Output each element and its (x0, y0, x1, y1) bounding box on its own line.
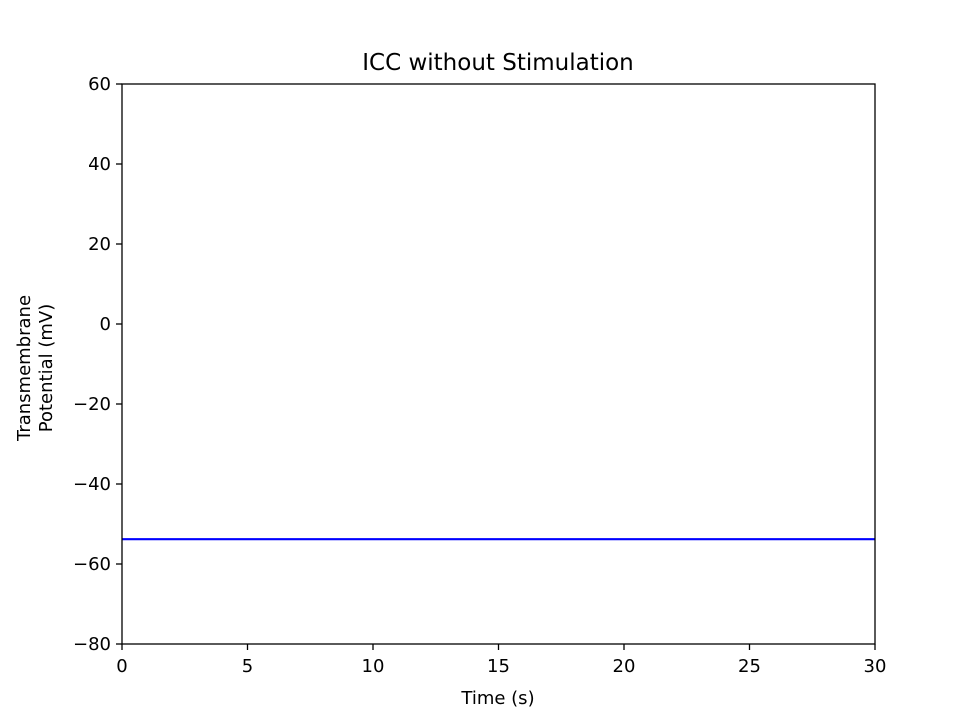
plot-background (122, 84, 875, 644)
y-tick-label: 0 (100, 314, 111, 335)
y-tick-label: −80 (73, 634, 111, 655)
y-tick-label: 60 (88, 74, 111, 95)
x-axis-label: Time (s) (460, 688, 534, 709)
x-tick-label: 25 (738, 656, 761, 677)
plot-area (121, 83, 876, 645)
x-axis: 0 5 10 15 20 25 30 (116, 644, 886, 677)
y-tick-label: −60 (73, 554, 111, 575)
y-tick-label: −20 (73, 394, 111, 415)
y-tick-label: 40 (88, 154, 111, 175)
x-tick-label: 15 (487, 656, 510, 677)
y-tick-label: −40 (73, 474, 111, 495)
y-axis-label-line-2: Potential (mV) (36, 304, 57, 432)
x-tick-label: 10 (362, 656, 385, 677)
y-axis: −80 −60 −40 −20 0 20 40 60 (73, 74, 122, 655)
chart-title: ICC without Stimulation (362, 50, 634, 76)
y-axis-label-line-1: Transmembrane (14, 295, 35, 442)
y-tick-label: 20 (88, 234, 111, 255)
x-tick-label: 0 (116, 656, 127, 677)
x-tick-label: 20 (613, 656, 636, 677)
x-tick-label: 30 (864, 656, 887, 677)
y-axis-label: Transmembrane Potential (mV) (14, 295, 57, 442)
x-tick-label: 5 (242, 656, 253, 677)
